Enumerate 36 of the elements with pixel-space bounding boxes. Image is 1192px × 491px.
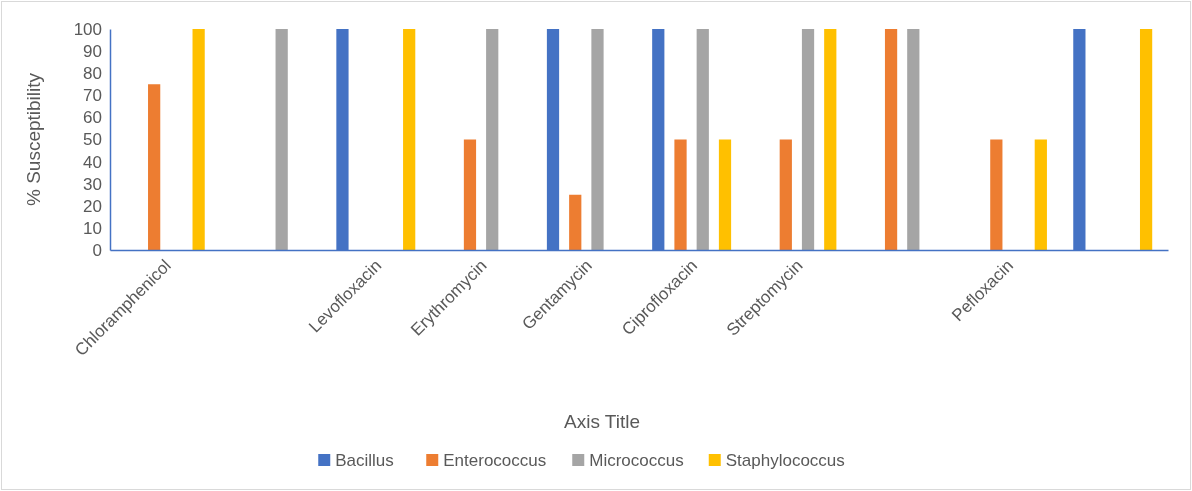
bar [907, 29, 920, 250]
bar [192, 29, 205, 250]
bar [148, 84, 161, 250]
bar [1034, 139, 1047, 250]
bar [718, 139, 732, 250]
y-tick-label: 90 [83, 42, 102, 62]
bar [486, 29, 499, 250]
bar [674, 139, 687, 250]
legend-label: Enterococcus [443, 451, 547, 470]
bar [779, 139, 792, 250]
bar [463, 139, 477, 250]
bar [801, 29, 815, 250]
bar [275, 29, 288, 250]
y-axis-title: % Susceptibility [23, 72, 44, 207]
bar [591, 29, 604, 250]
y-tick-label: 10 [83, 218, 102, 238]
y-tick-label: 80 [83, 64, 102, 84]
bar [403, 29, 416, 250]
legend-label: Bacillus [335, 451, 394, 470]
y-tick-label: 20 [83, 196, 102, 216]
y-tick-label: 50 [83, 130, 102, 150]
legend-label: Micrococcus [589, 451, 684, 470]
x-axis-title: Axis Title [563, 411, 641, 432]
y-tick-label: 40 [83, 152, 102, 172]
y-tick-label: 100 [73, 19, 102, 39]
y-tick-label: 60 [83, 108, 102, 128]
y-tick-label: 30 [83, 174, 102, 194]
y-tick-label: 0 [92, 240, 102, 260]
bar [569, 194, 582, 250]
legend-label: Staphylococcus [725, 451, 845, 470]
bar [884, 29, 898, 250]
bar [696, 29, 709, 250]
bar [990, 139, 1003, 250]
bar [824, 29, 837, 250]
bar [1139, 29, 1153, 250]
y-tick-label: 70 [83, 86, 102, 106]
